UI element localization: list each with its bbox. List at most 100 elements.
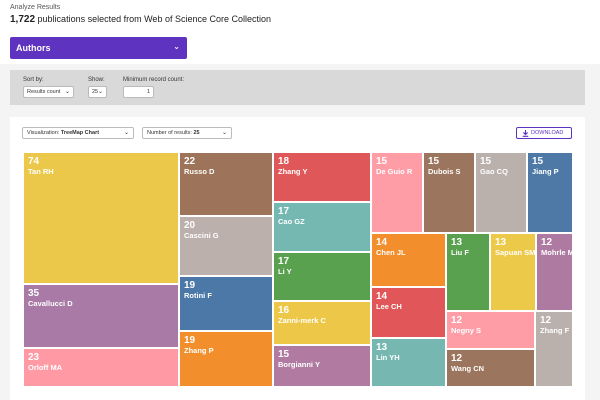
visualization-label: Visualization: [27,130,60,136]
download-icon [522,130,529,137]
tile-author-name: Tan RH [28,167,54,176]
treemap-tile[interactable]: 15 Dubois S [424,153,474,232]
min-record-label: Minimum record count: [123,77,185,83]
chevron-down-icon: ⌄ [123,130,129,136]
tile-count: 13 [451,237,463,248]
tile-count: 13 [376,342,388,353]
tile-count: 14 [376,291,388,302]
tile-author-name: Jiang P [532,167,559,176]
tile-author-name: Zhang Y [278,167,308,176]
download-button[interactable]: DOWNLOAD [516,127,572,139]
tile-count: 15 [278,349,290,360]
tile-count: 17 [278,206,290,217]
tile-author-name: Zhang P [184,346,214,355]
treemap-tile[interactable]: 23 Orloff MA [24,349,178,386]
show-label: Show: [88,77,105,83]
tile-count: 15 [428,156,440,167]
number-results-label: Number of results: [147,130,192,136]
tile-author-name: Rotini F [184,291,212,300]
treemap-tile[interactable]: 13 Lin YH [372,339,445,386]
tile-count: 15 [480,156,492,167]
tile-count: 12 [540,315,552,326]
tile-author-name: Borgianni Y [278,360,320,369]
treemap-tile[interactable]: 19 Rotini F [180,277,272,330]
treemap-tile[interactable]: 12 Zhang F [536,312,572,386]
tile-count: 20 [184,220,196,231]
visualization-value: TreeMap Chart [60,130,100,136]
treemap-tile[interactable]: 14 Lee CH [372,288,445,337]
field-select-label: Authors [16,43,51,53]
field-select-dropdown[interactable]: Authors ⌄ [10,37,187,59]
tile-count: 23 [28,352,40,363]
tile-count: 12 [451,315,463,326]
tile-author-name: Zhang F [540,326,570,335]
tile-author-name: Wang CN [451,364,485,373]
show-value: 25 [92,89,99,95]
treemap-tile[interactable]: 15 Gao CQ [476,153,526,232]
sort-by-label: Sort by: [23,77,44,83]
tile-author-name: Gao CQ [480,167,508,176]
tile-author-name: Chen JL [376,248,406,257]
chevron-down-icon: ⌄ [173,42,180,51]
page-title: Analyze Results [10,4,61,11]
tile-count: 15 [376,156,388,167]
tile-author-name: Cao GZ [278,217,305,226]
treemap-tile[interactable]: 17 Li Y [274,253,370,300]
tile-author-name: Lee CH [376,302,402,311]
tile-count: 18 [278,156,290,167]
treemap-tile[interactable]: 20 Cascini G [180,217,272,275]
tile-author-name: Liu F [451,248,469,257]
tile-count: 22 [184,156,196,167]
tile-count: 13 [495,237,507,248]
treemap-tile[interactable]: 22 Russo D [180,153,272,215]
tile-author-name: Lin YH [376,353,400,362]
min-record-input[interactable]: 1 [123,86,154,98]
show-select[interactable]: 25 ⌄ [88,86,107,98]
tile-author-name: Cascini G [184,231,219,240]
chevron-down-icon: ⌄ [64,89,70,95]
treemap-tile[interactable]: 74 Tan RH [24,153,178,283]
treemap-tile[interactable]: 15 Borgianni Y [274,346,370,386]
treemap-tile[interactable]: 35 Cavallucci D [24,285,178,347]
tile-author-name: Mohrle MG [541,248,572,257]
tile-count: 12 [451,353,463,364]
treemap-tile[interactable]: 19 Zhang P [180,332,272,386]
tile-author-name: Cavallucci D [28,299,73,308]
chevron-down-icon: ⌄ [97,89,103,95]
number-results-value: 25 [193,130,200,136]
tile-author-name: Zanni-merk C [278,316,326,325]
treemap-tile[interactable]: 15 De Guio R [372,153,422,232]
tile-count: 15 [532,156,544,167]
sort-by-value: Results count [27,89,61,95]
download-label: DOWNLOAD [531,130,564,136]
tile-count: 35 [28,288,40,299]
tile-count: 19 [184,335,196,346]
treemap-tile[interactable]: 15 Jiang P [528,153,572,232]
tile-author-name: Sapuan SM [495,248,535,257]
visualization-select[interactable]: Visualization: TreeMap Chart ⌄ [22,127,134,139]
treemap-tile[interactable]: 12 Negny S [447,312,534,348]
number-results-select[interactable]: Number of results: 25 ⌄ [142,127,232,139]
tile-author-name: Li Y [278,267,292,276]
filters-bar: Sort by: Results count ⌄ Show: 25 ⌄ Mini… [10,70,585,105]
tile-author-name: Dubois S [428,167,461,176]
treemap-tile[interactable]: 14 Chen JL [372,234,445,286]
tile-count: 16 [278,305,290,316]
publication-count-text: publications selected from Web of Scienc… [37,14,271,24]
tile-author-name: De Guio R [376,167,413,176]
treemap-tile[interactable]: 12 Wang CN [447,350,534,386]
tile-count: 12 [541,237,553,248]
treemap-tile[interactable]: 16 Zanni-merk C [274,302,370,344]
tile-count: 19 [184,280,196,291]
publication-count-number: 1,722 [10,14,36,25]
treemap-tile[interactable]: 17 Cao GZ [274,203,370,251]
treemap-tile[interactable]: 18 Zhang Y [274,153,370,201]
sort-by-select[interactable]: Results count ⌄ [23,86,74,98]
treemap-tile[interactable]: 13 Liu F [447,234,489,310]
tile-count: 74 [28,156,40,167]
tile-author-name: Orloff MA [28,363,63,372]
treemap-tile[interactable]: 13 Sapuan SM [491,234,535,310]
tile-count: 17 [278,256,290,267]
